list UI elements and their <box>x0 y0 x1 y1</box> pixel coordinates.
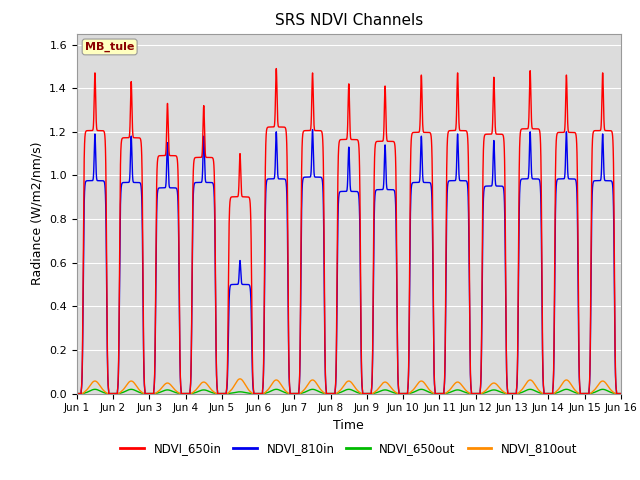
NDVI_650out <box>91 386 99 392</box>
NDVI_810in <box>184 391 191 396</box>
NDVI_810out <box>617 391 625 396</box>
Line: NDVI_650in: NDVI_650in <box>77 69 621 394</box>
Line: NDVI_810out: NDVI_810out <box>77 379 621 394</box>
NDVI_650in <box>73 391 81 396</box>
NDVI_650in <box>276 124 284 130</box>
NDVI_810out <box>189 389 197 395</box>
Title: SRS NDVI Channels: SRS NDVI Channels <box>275 13 423 28</box>
X-axis label: Time: Time <box>333 419 364 432</box>
NDVI_810out <box>236 376 244 382</box>
NDVI_810in <box>276 176 284 182</box>
NDVI_650out <box>615 391 623 396</box>
Line: NDVI_650out: NDVI_650out <box>77 389 621 394</box>
NDVI_650in <box>189 173 197 179</box>
NDVI_650out <box>424 389 431 395</box>
NDVI_650out <box>501 390 509 396</box>
NDVI_810in <box>308 127 316 132</box>
Y-axis label: Radiance (W/m2/nm/s): Radiance (W/m2/nm/s) <box>31 142 44 285</box>
NDVI_650out <box>617 391 625 396</box>
NDVI_650in <box>184 391 191 396</box>
NDVI_810in <box>617 391 625 396</box>
NDVI_650out <box>189 390 197 396</box>
NDVI_650in <box>617 391 625 396</box>
NDVI_810in <box>501 237 509 242</box>
NDVI_650out <box>184 391 191 396</box>
NDVI_650in <box>273 66 280 72</box>
NDVI_810in <box>615 391 623 396</box>
NDVI_810out <box>184 391 191 396</box>
NDVI_810out <box>424 385 431 391</box>
NDVI_810out <box>276 381 284 387</box>
NDVI_650in <box>615 391 623 396</box>
NDVI_810out <box>501 390 509 396</box>
Line: NDVI_810in: NDVI_810in <box>77 130 621 394</box>
Text: MB_tule: MB_tule <box>85 42 134 52</box>
NDVI_650out <box>276 388 284 394</box>
Legend: NDVI_650in, NDVI_810in, NDVI_650out, NDVI_810out: NDVI_650in, NDVI_810in, NDVI_650out, NDV… <box>116 437 582 460</box>
NDVI_810out <box>73 391 81 396</box>
NDVI_650in <box>501 198 509 204</box>
NDVI_810in <box>189 196 197 202</box>
NDVI_810in <box>424 180 431 185</box>
NDVI_650out <box>73 391 81 396</box>
NDVI_810in <box>73 391 81 396</box>
NDVI_810out <box>615 391 623 396</box>
NDVI_650in <box>424 130 431 135</box>
